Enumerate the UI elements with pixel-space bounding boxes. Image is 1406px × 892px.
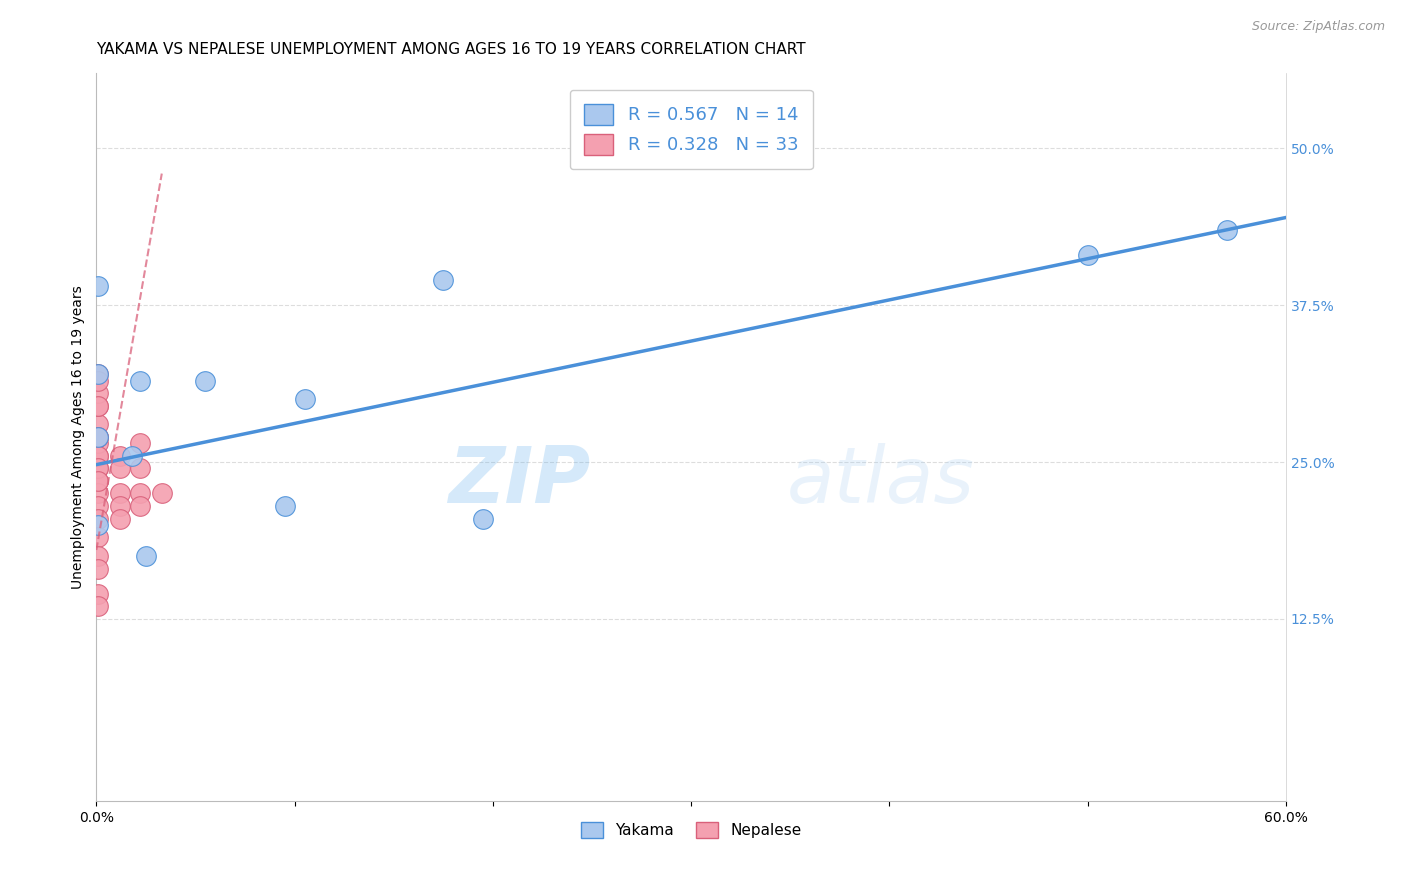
Point [87,368,110,382]
Point [129,374,152,388]
Point [432,273,454,287]
Point [87,430,110,444]
Y-axis label: Unemployment Among Ages 16 to 19 years: Unemployment Among Ages 16 to 19 years [72,285,86,589]
Point [87,430,110,444]
Point [472,511,495,525]
Text: atlas: atlas [786,442,974,519]
Point [194,374,217,388]
Point [129,436,152,450]
Point [108,461,131,475]
Point [87,386,110,401]
Point [87,279,110,293]
Point [108,449,131,463]
Text: Source: ZipAtlas.com: Source: ZipAtlas.com [1251,20,1385,33]
Point [108,499,131,513]
Text: YAKAMA VS NEPALESE UNEMPLOYMENT AMONG AGES 16 TO 19 YEARS CORRELATION CHART: YAKAMA VS NEPALESE UNEMPLOYMENT AMONG AG… [97,42,806,57]
Point [87,461,110,475]
Point [129,486,152,500]
Point [129,499,152,513]
Point [87,587,110,601]
Point [87,499,110,513]
Point [274,499,297,513]
Point [1077,248,1099,262]
Point [87,368,110,382]
Point [87,399,110,413]
Point [87,449,110,463]
Point [87,511,110,525]
Point [87,517,110,532]
Point [294,392,316,407]
Point [121,449,143,463]
Point [87,599,110,614]
Point [129,461,152,475]
Point [87,486,110,500]
Point [87,562,110,576]
Point [87,461,110,475]
Point [87,374,110,388]
Text: ZIP: ZIP [449,442,591,519]
Point [108,486,131,500]
Point [87,436,110,450]
Point [87,474,110,488]
Point [87,399,110,413]
Point [150,486,173,500]
Point [87,474,110,488]
Point [135,549,157,564]
Point [87,430,110,444]
Legend: Yakama, Nepalese: Yakama, Nepalese [575,816,807,844]
Point [87,549,110,564]
Point [87,530,110,544]
Point [108,511,131,525]
Point [1215,223,1237,237]
Point [87,449,110,463]
Point [87,417,110,432]
